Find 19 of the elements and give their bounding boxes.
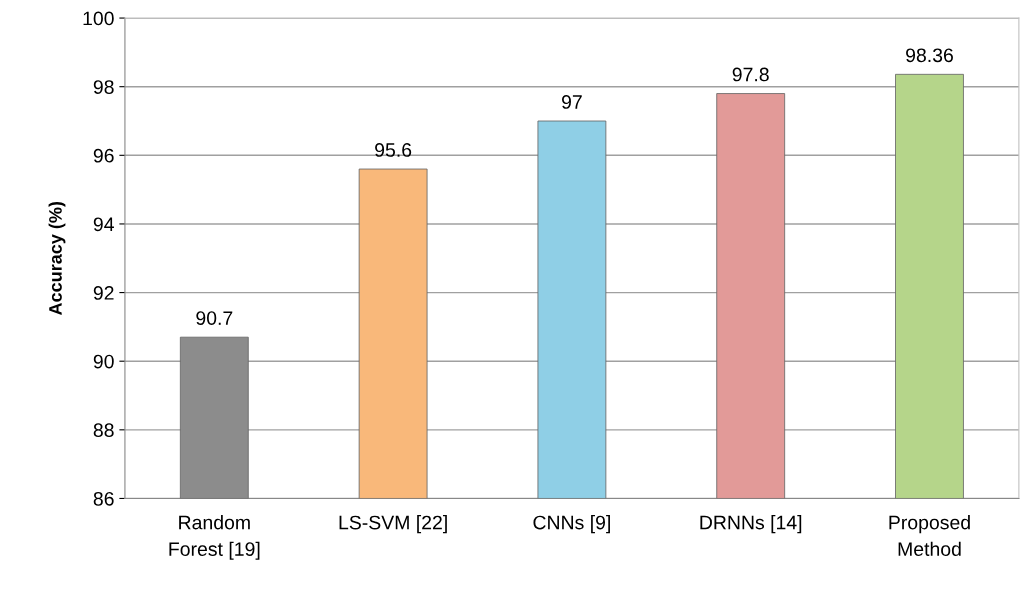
y-axis-title: Accuracy (%) (48, 201, 66, 316)
x-tick-label: LS-SVM [22] (339, 515, 447, 534)
y-tick-label: 86 (93, 491, 114, 506)
y-tick-label: 96 (93, 148, 114, 163)
data-label: 98.36 (906, 48, 953, 63)
y-tick-label: 92 (93, 286, 114, 300)
data-label: 95.6 (375, 143, 412, 157)
x-tick-label: Proposed Method (889, 515, 970, 556)
y-tick-label: 100 (83, 11, 114, 26)
y-tick-label: 88 (93, 423, 114, 438)
data-label: 97 (562, 95, 582, 109)
x-tick-label: Random Forest [19] (169, 515, 260, 560)
x-tick-label: CNNs [9] (533, 515, 610, 534)
y-tick-label: 94 (93, 217, 114, 232)
y-tick-label: 90 (93, 354, 114, 369)
x-tick-label: DRNNs [14] (700, 515, 802, 534)
data-label: 90.7 (196, 311, 233, 325)
data-label: 97.8 (732, 67, 769, 82)
y-tick-label: 98 (93, 80, 114, 94)
